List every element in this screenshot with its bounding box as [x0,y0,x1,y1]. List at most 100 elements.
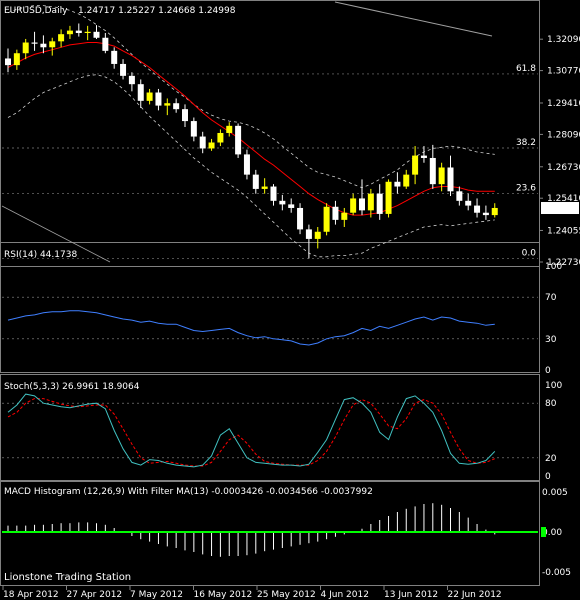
fib-level-label: 38.2 [516,138,536,148]
time-tick-label: 25 May 2012 [257,590,316,600]
candle-body [243,154,250,175]
stoch-signal-line [7,398,495,467]
candle-body [429,157,436,185]
candle-body [279,200,286,205]
candle-body [350,198,357,213]
candle-body [261,186,268,189]
time-tick-label: 16 May 2012 [194,590,253,600]
trendline [334,1,493,37]
level-tick-label: 100 [545,381,562,391]
candle-body [120,63,127,76]
trendline-lower [1,205,111,263]
candle-body [297,207,304,230]
fib-level-label: 61.8 [516,64,536,74]
candle-body [456,191,463,201]
level-tick-label: 0 [545,472,551,482]
candle-body [31,42,38,44]
candle-body [226,125,233,133]
price-pane: 1.32090 1.30770 1.29410 1.28090 1.26730 1.254… [1,1,580,268]
rsi-line [7,310,495,346]
candle-body [403,174,410,187]
candle-body [84,31,91,33]
candle-body [412,155,419,175]
candle-body [66,30,73,35]
price-tick-label: 1.30770 [547,67,580,77]
time-tick-label: 18 Apr 2012 [3,590,59,600]
candle-body [164,103,171,106]
candle-body [482,212,489,216]
candle-body [314,231,321,239]
candle-body [474,205,481,213]
candle-body [447,167,454,192]
candle-body [75,30,82,33]
bollinger-lower-line [7,74,495,258]
candle-body [102,37,109,51]
candle-body [270,186,277,201]
candle-body [49,41,56,48]
candle-body [491,207,498,216]
stoch-title: Stoch(5,3,3) 26.9961 18.9064 [4,382,140,392]
fib-level-label: 23.6 [516,183,536,193]
candle-body [332,206,339,220]
symbol-label: EURUSD,Daily [4,6,68,16]
current-price-label: 1.24998 [541,204,578,214]
candle-body [93,31,100,38]
price-tick-label: 1.22730 [547,258,580,268]
candle-body [341,212,348,220]
time-tick-label: 27 Apr 2012 [67,590,123,600]
price-tick-label: 1.24055 [547,226,580,236]
time-tick-label: 4 Jun 2012 [321,590,369,600]
rsi-title: RSI(14) 44.1738 [4,250,77,260]
candle-body [394,181,401,187]
candle-body [305,229,312,239]
macd-title: MACD Histogram (12,26,9) With Filter MA(… [4,487,373,497]
candle-body [199,136,206,149]
candle-body [190,121,197,137]
candle-body [40,43,47,48]
candle-body [155,92,162,106]
candle-body [323,206,330,232]
macd-tick-label: 0.005 [542,488,568,498]
level-tick-label: 30 [545,335,557,345]
time-tick-label: 13 Jun 2012 [384,590,438,600]
price-tick-label: 1.28090 [547,130,580,140]
candle-body [146,92,153,101]
candle-body [111,50,118,64]
candle-body [217,132,224,143]
level-tick-label: 0 [545,366,551,376]
price-pane-frame [0,0,540,267]
candle-body [58,34,65,42]
macd-pane: 0.005 0.00 -0.005 [2,488,571,578]
candle-body [13,53,20,66]
candle-body [137,84,144,101]
macd-tick-label: -0.005 [542,568,571,578]
macd-tick-label: 0.00 [542,528,562,538]
candle-body [288,204,295,208]
price-tick-label: 1.26730 [547,163,580,173]
level-tick-label: 80 [545,399,557,409]
candle-body [465,200,472,206]
candle-body [252,174,259,189]
candle-body [182,109,188,122]
candle-body [376,193,383,214]
rsi-pane: 100 70 30 0 [2,262,562,376]
level-tick-label: 70 [545,293,557,303]
candle-body [173,103,180,110]
candle-body [235,125,242,155]
macd-zero-marker [541,527,546,537]
candle-body [385,181,392,214]
candle-body [22,42,29,54]
current-price-box [541,202,579,215]
price-tick-label: 1.25410 [547,194,580,204]
stoch-pane-frame [0,374,540,481]
ohlc-label: 1.24717 1.25227 1.24668 1.24998 [78,6,236,16]
stoch-main-line [7,393,496,468]
price-tick-label: 1.32090 [547,35,580,45]
time-tick-label: 22 Jun 2012 [448,590,502,600]
candle-body [5,58,11,66]
price-tick-label: 1.29410 [547,99,580,109]
macd-pane-frame [0,481,540,586]
candle-body [367,193,374,211]
time-tick-label: 7 May 2012 [130,590,183,600]
